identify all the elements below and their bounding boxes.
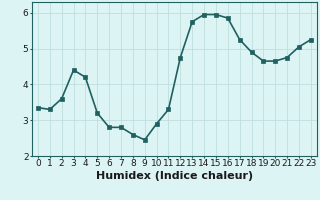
X-axis label: Humidex (Indice chaleur): Humidex (Indice chaleur) [96,171,253,181]
